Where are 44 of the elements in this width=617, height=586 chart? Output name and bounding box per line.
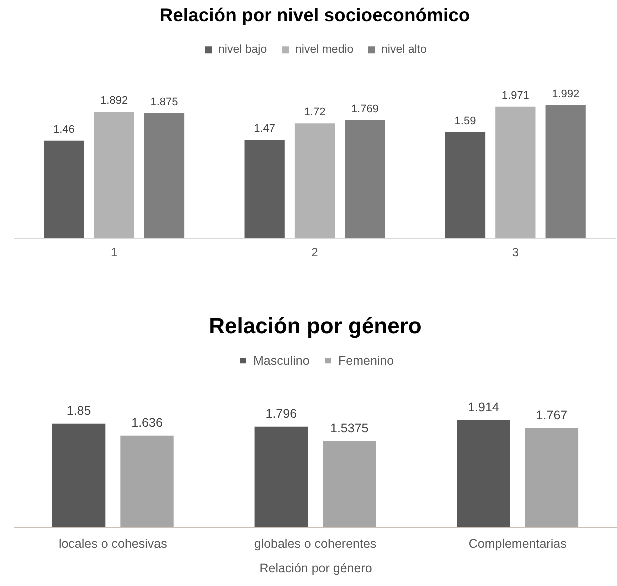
legend-label: nivel bajo	[218, 44, 268, 56]
data-label: 1.85	[66, 404, 92, 418]
data-label: 1.914	[468, 400, 500, 414]
data-label: 1.47	[254, 123, 276, 136]
bar	[44, 140, 84, 238]
bar	[457, 420, 510, 528]
data-label: 1.636	[132, 416, 163, 430]
data-label: 1.992	[552, 88, 580, 101]
data-label: 1.971	[502, 90, 530, 102]
x-tick-label: 3	[512, 246, 520, 260]
data-label: 1.59	[454, 115, 476, 128]
chart-title: Relación por género	[209, 314, 422, 338]
bar	[323, 441, 376, 528]
data-label: 1.46	[53, 124, 75, 136]
bar	[546, 106, 586, 238]
bar	[254, 426, 308, 528]
bar	[144, 113, 185, 238]
x-tick-label: globales o coherentes	[254, 537, 377, 551]
x-tick-label: 1	[110, 246, 118, 260]
data-label: 1.5375	[330, 421, 369, 436]
bar	[244, 140, 285, 238]
legend-label: Masculino	[254, 354, 310, 368]
bar	[294, 124, 336, 238]
x-tick-label: Complementarias	[468, 537, 567, 551]
x-tick-label: locales o cohesivas	[58, 537, 168, 551]
data-label: 1.796	[266, 406, 298, 421]
legend-label: Femenino	[338, 354, 394, 368]
legend-label: nivel alto	[382, 44, 427, 56]
legend-label: nivel medio	[296, 44, 354, 56]
data-label: 1.875	[150, 96, 178, 108]
x-axis-title: Relación por género	[260, 562, 372, 576]
bar	[52, 424, 106, 528]
chart-title: Relación por nivel socioeconómico	[160, 4, 470, 26]
bar	[525, 428, 579, 528]
bar	[94, 112, 134, 238]
bar	[345, 120, 386, 238]
data-label: 1.72	[304, 106, 326, 119]
data-label: 1.767	[536, 408, 568, 423]
bar	[496, 106, 536, 238]
data-label: 1.892	[100, 95, 128, 108]
data-label: 1.769	[351, 103, 379, 116]
x-tick-label: 2	[312, 246, 319, 260]
bar	[120, 436, 174, 528]
bar	[445, 132, 486, 238]
